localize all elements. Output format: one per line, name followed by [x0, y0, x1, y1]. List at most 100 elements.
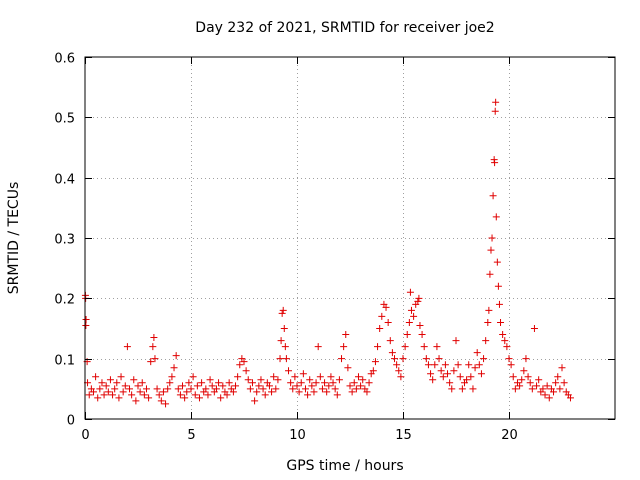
data-point [374, 343, 382, 351]
data-point [543, 382, 551, 390]
data-point [138, 379, 146, 387]
data-point [225, 379, 233, 387]
data-point [418, 331, 426, 339]
data-point [530, 325, 538, 332]
data-point [132, 397, 140, 405]
data-point [491, 107, 499, 115]
data-point [111, 385, 119, 393]
data-point [134, 382, 142, 390]
data-point [420, 343, 428, 351]
data-point [234, 373, 242, 381]
data-point [354, 373, 362, 381]
data-point [397, 373, 405, 381]
data-point [240, 358, 248, 366]
data-point [410, 312, 418, 320]
data-point [422, 355, 430, 363]
data-point [501, 337, 509, 345]
data-point [492, 98, 500, 106]
data-point [456, 373, 464, 381]
data-point [150, 334, 158, 342]
data-point [308, 382, 316, 390]
data-point [206, 376, 214, 384]
data-point [166, 379, 174, 387]
data-point [179, 382, 187, 390]
data-point [545, 394, 553, 402]
data-point [278, 309, 286, 317]
data-point [310, 388, 318, 396]
data-point [248, 379, 256, 387]
data-point [304, 391, 312, 399]
data-point [465, 361, 473, 369]
data-point [174, 385, 182, 393]
data-point [280, 325, 288, 332]
data-point [259, 385, 267, 393]
data-point [255, 382, 263, 390]
data-point [253, 388, 261, 396]
data-point [202, 385, 210, 393]
data-point [140, 391, 148, 399]
chart-title: Day 232 of 2021, SRMTID for receiver joe… [195, 20, 494, 36]
data-point [350, 379, 358, 387]
data-point [204, 391, 212, 399]
data-point [115, 394, 123, 402]
data-point [100, 391, 108, 399]
x-axis-label: GPS time / hours [286, 458, 403, 474]
data-points [81, 98, 574, 408]
data-point [172, 352, 180, 360]
data-point [223, 391, 231, 399]
data-point [388, 349, 396, 357]
data-point [357, 382, 365, 390]
data-point [333, 391, 341, 399]
data-point [277, 337, 285, 345]
data-point [251, 397, 259, 405]
data-point [477, 370, 485, 378]
data-point [401, 343, 409, 351]
data-point [301, 385, 309, 393]
data-point [393, 361, 401, 369]
data-point [149, 343, 157, 351]
data-point [295, 388, 303, 396]
data-point [314, 343, 322, 351]
data-point [92, 373, 100, 381]
data-point [511, 385, 519, 393]
data-point [520, 367, 528, 375]
y-tick-label: 0.6 [54, 52, 75, 67]
data-point [181, 394, 189, 402]
data-point [236, 361, 244, 369]
data-point [509, 373, 517, 381]
data-point [185, 379, 193, 387]
data-point [189, 373, 197, 381]
data-point [446, 379, 454, 387]
data-point [516, 382, 524, 390]
data-point [208, 382, 216, 390]
data-point [232, 382, 240, 390]
y-tick-label: 0.1 [54, 354, 75, 369]
data-point [82, 315, 90, 323]
data-point [274, 376, 282, 384]
data-point [145, 394, 153, 402]
data-point [535, 376, 543, 384]
x-tick-label: 10 [289, 428, 306, 443]
data-point [431, 361, 439, 369]
data-point [130, 376, 138, 384]
data-point [395, 367, 403, 375]
data-point [533, 382, 541, 390]
data-point [282, 355, 290, 363]
data-point [325, 382, 333, 390]
axis-ticks [85, 57, 615, 420]
data-point [323, 388, 331, 396]
data-point [229, 388, 237, 396]
data-point [142, 385, 150, 393]
x-tick-label: 15 [395, 428, 412, 443]
data-point [287, 379, 295, 387]
data-point [424, 361, 432, 369]
data-point [359, 376, 367, 384]
data-point [416, 321, 424, 329]
data-point [219, 382, 227, 390]
data-point [329, 379, 337, 387]
data-point [427, 370, 435, 378]
data-point [321, 379, 329, 387]
data-point [82, 321, 90, 329]
data-point [522, 355, 530, 363]
